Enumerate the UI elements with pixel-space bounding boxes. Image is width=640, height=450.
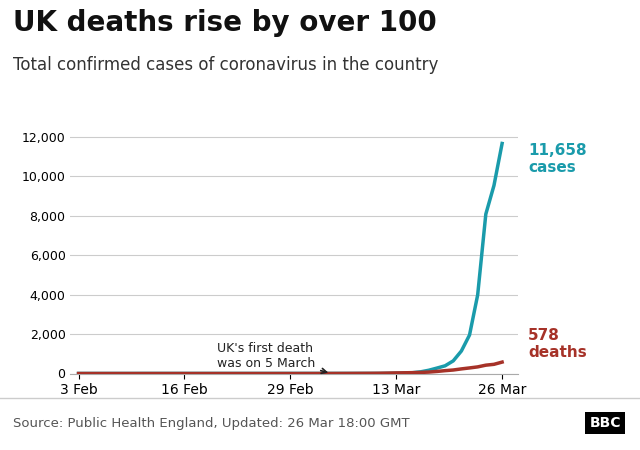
Text: Total confirmed cases of coronavirus in the country: Total confirmed cases of coronavirus in … <box>13 56 438 74</box>
Text: BBC: BBC <box>589 416 621 430</box>
Text: 578
deaths: 578 deaths <box>528 328 587 360</box>
Text: UK's first death
was on 5 March: UK's first death was on 5 March <box>217 342 326 374</box>
Text: UK deaths rise by over 100: UK deaths rise by over 100 <box>13 9 436 37</box>
Text: 11,658
cases: 11,658 cases <box>528 143 587 176</box>
Text: Source: Public Health England, Updated: 26 Mar 18:00 GMT: Source: Public Health England, Updated: … <box>13 417 410 429</box>
